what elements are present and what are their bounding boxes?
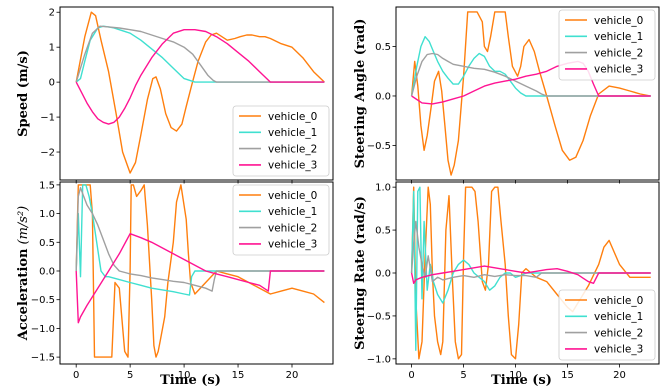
y-tick-label: 0	[49, 78, 55, 89]
legend: vehicle_0 vehicle_1 vehicle_2 vehicle_3	[558, 289, 656, 361]
legend-label-vehicle_1: vehicle_1	[268, 206, 317, 218]
legend-box	[232, 105, 330, 177]
legend-label-vehicle_1: vehicle_1	[594, 31, 643, 43]
y-tick-label: 1	[49, 43, 55, 54]
series-line-vehicle_3	[75, 232, 325, 324]
x-tick-label: 0	[73, 370, 79, 381]
plot-frame	[59, 6, 334, 181]
y-tick-label: 0.5	[39, 238, 55, 249]
series-line-vehicle_2	[75, 186, 325, 292]
legend-label-vehicle_0: vehicle_0	[594, 295, 643, 307]
series-line-vehicle_3	[410, 265, 651, 284]
y-tick-label: −1.0	[31, 324, 55, 335]
series-line-vehicle_2	[410, 220, 651, 283]
y-tick-label: 0.0	[375, 91, 391, 102]
y-tick-label: 2	[49, 8, 55, 19]
series-line-vehicle_1	[410, 186, 651, 351]
y-tick-label: 0.0	[375, 269, 391, 280]
x-tick-label: 20	[286, 370, 299, 381]
legend-label-vehicle_3: vehicle_3	[594, 64, 643, 76]
y-tick-label: 0.0	[39, 266, 55, 277]
series-line-vehicle_0	[75, 184, 325, 358]
chart-steering_rate: 0 5 10 15 20 −1.0 −0.5 0.0 0.5 1.0 Steering Rate (…	[353, 181, 660, 387]
y-tick-label: −0.5	[367, 311, 391, 322]
x-tick-label: 15	[561, 370, 574, 381]
legend-label-vehicle_3: vehicle_3	[594, 344, 643, 356]
plot-frame	[395, 6, 660, 181]
x-tick-label: 15	[232, 370, 245, 381]
y-tick-label: 1.0	[39, 209, 55, 220]
legend-label-vehicle_0: vehicle_0	[268, 190, 317, 202]
x-axis-label: Time (s)	[160, 373, 221, 387]
legend: vehicle_0 vehicle_1 vehicle_2 vehicle_3	[232, 105, 330, 177]
series-line-vehicle_3	[75, 29, 325, 125]
legend-label-vehicle_2: vehicle_2	[594, 47, 643, 59]
series-line-vehicle_1	[410, 36, 651, 97]
y-tick-label: 1.5	[39, 180, 55, 191]
legend: vehicle_0 vehicle_1 vehicle_2 vehicle_3	[558, 9, 656, 81]
legend-box	[558, 289, 656, 361]
y-tick-label: 1.0	[375, 183, 391, 194]
y-axis-unit: (m/s²)	[16, 206, 31, 245]
series-line-vehicle_2	[75, 25, 325, 83]
legend-label-vehicle_1: vehicle_1	[268, 127, 317, 139]
series-line-vehicle_0	[75, 11, 325, 174]
legend-label-vehicle_0: vehicle_0	[594, 15, 643, 27]
legend-box	[558, 9, 656, 81]
chart-acceleration: 0 5 10 15 20 −1.5 −1.0 −0.5 0.0 0.5 1.0 1.5 Accelera…	[16, 180, 334, 387]
y-tick-label: −1.0	[367, 354, 391, 365]
x-tick-label: 10	[509, 370, 522, 381]
x-tick-label: 0	[408, 370, 414, 381]
plot-frame	[59, 181, 334, 365]
x-tick-label: 5	[460, 370, 466, 381]
y-tick-label: −0.5	[367, 141, 391, 152]
y-tick-label: −0.5	[31, 295, 55, 306]
y-tick-label: 0.5	[375, 226, 391, 237]
legend-label-vehicle_3: vehicle_3	[268, 239, 317, 251]
legend-box	[232, 184, 330, 256]
legend-label-vehicle_3: vehicle_3	[268, 160, 317, 172]
y-tick-label: −2	[40, 148, 55, 159]
legend: vehicle_0 vehicle_1 vehicle_2 vehicle_3	[232, 184, 330, 256]
series-line-vehicle_0	[410, 11, 651, 176]
y-tick-label: −1.5	[31, 353, 55, 364]
y-axis-label: Speed (m/s)	[16, 50, 31, 137]
legend-label-vehicle_2: vehicle_2	[594, 327, 643, 339]
legend-label-vehicle_2: vehicle_2	[268, 143, 317, 155]
series-line-vehicle_1	[75, 25, 325, 83]
legend-label-vehicle_0: vehicle_0	[268, 111, 317, 123]
series-line-vehicle_1	[75, 184, 325, 296]
y-axis-label: Steering Angle (rad)	[353, 19, 368, 169]
x-tick-label: 5	[127, 370, 133, 381]
y-tick-label: −1	[40, 113, 55, 124]
legend-label-vehicle_2: vehicle_2	[268, 222, 317, 234]
legend-label-vehicle_1: vehicle_1	[594, 311, 643, 323]
series-line-vehicle_2	[410, 52, 651, 97]
x-tick-label: 10	[178, 370, 191, 381]
x-axis-label: Time (s)	[491, 373, 552, 387]
y-tick-label: 0.5	[375, 42, 391, 53]
y-axis-label: Steering Rate (rad/s)	[353, 196, 368, 350]
y-axis-label: Acceleration(m/s²)	[16, 206, 31, 341]
x-tick-label: 20	[613, 370, 626, 381]
